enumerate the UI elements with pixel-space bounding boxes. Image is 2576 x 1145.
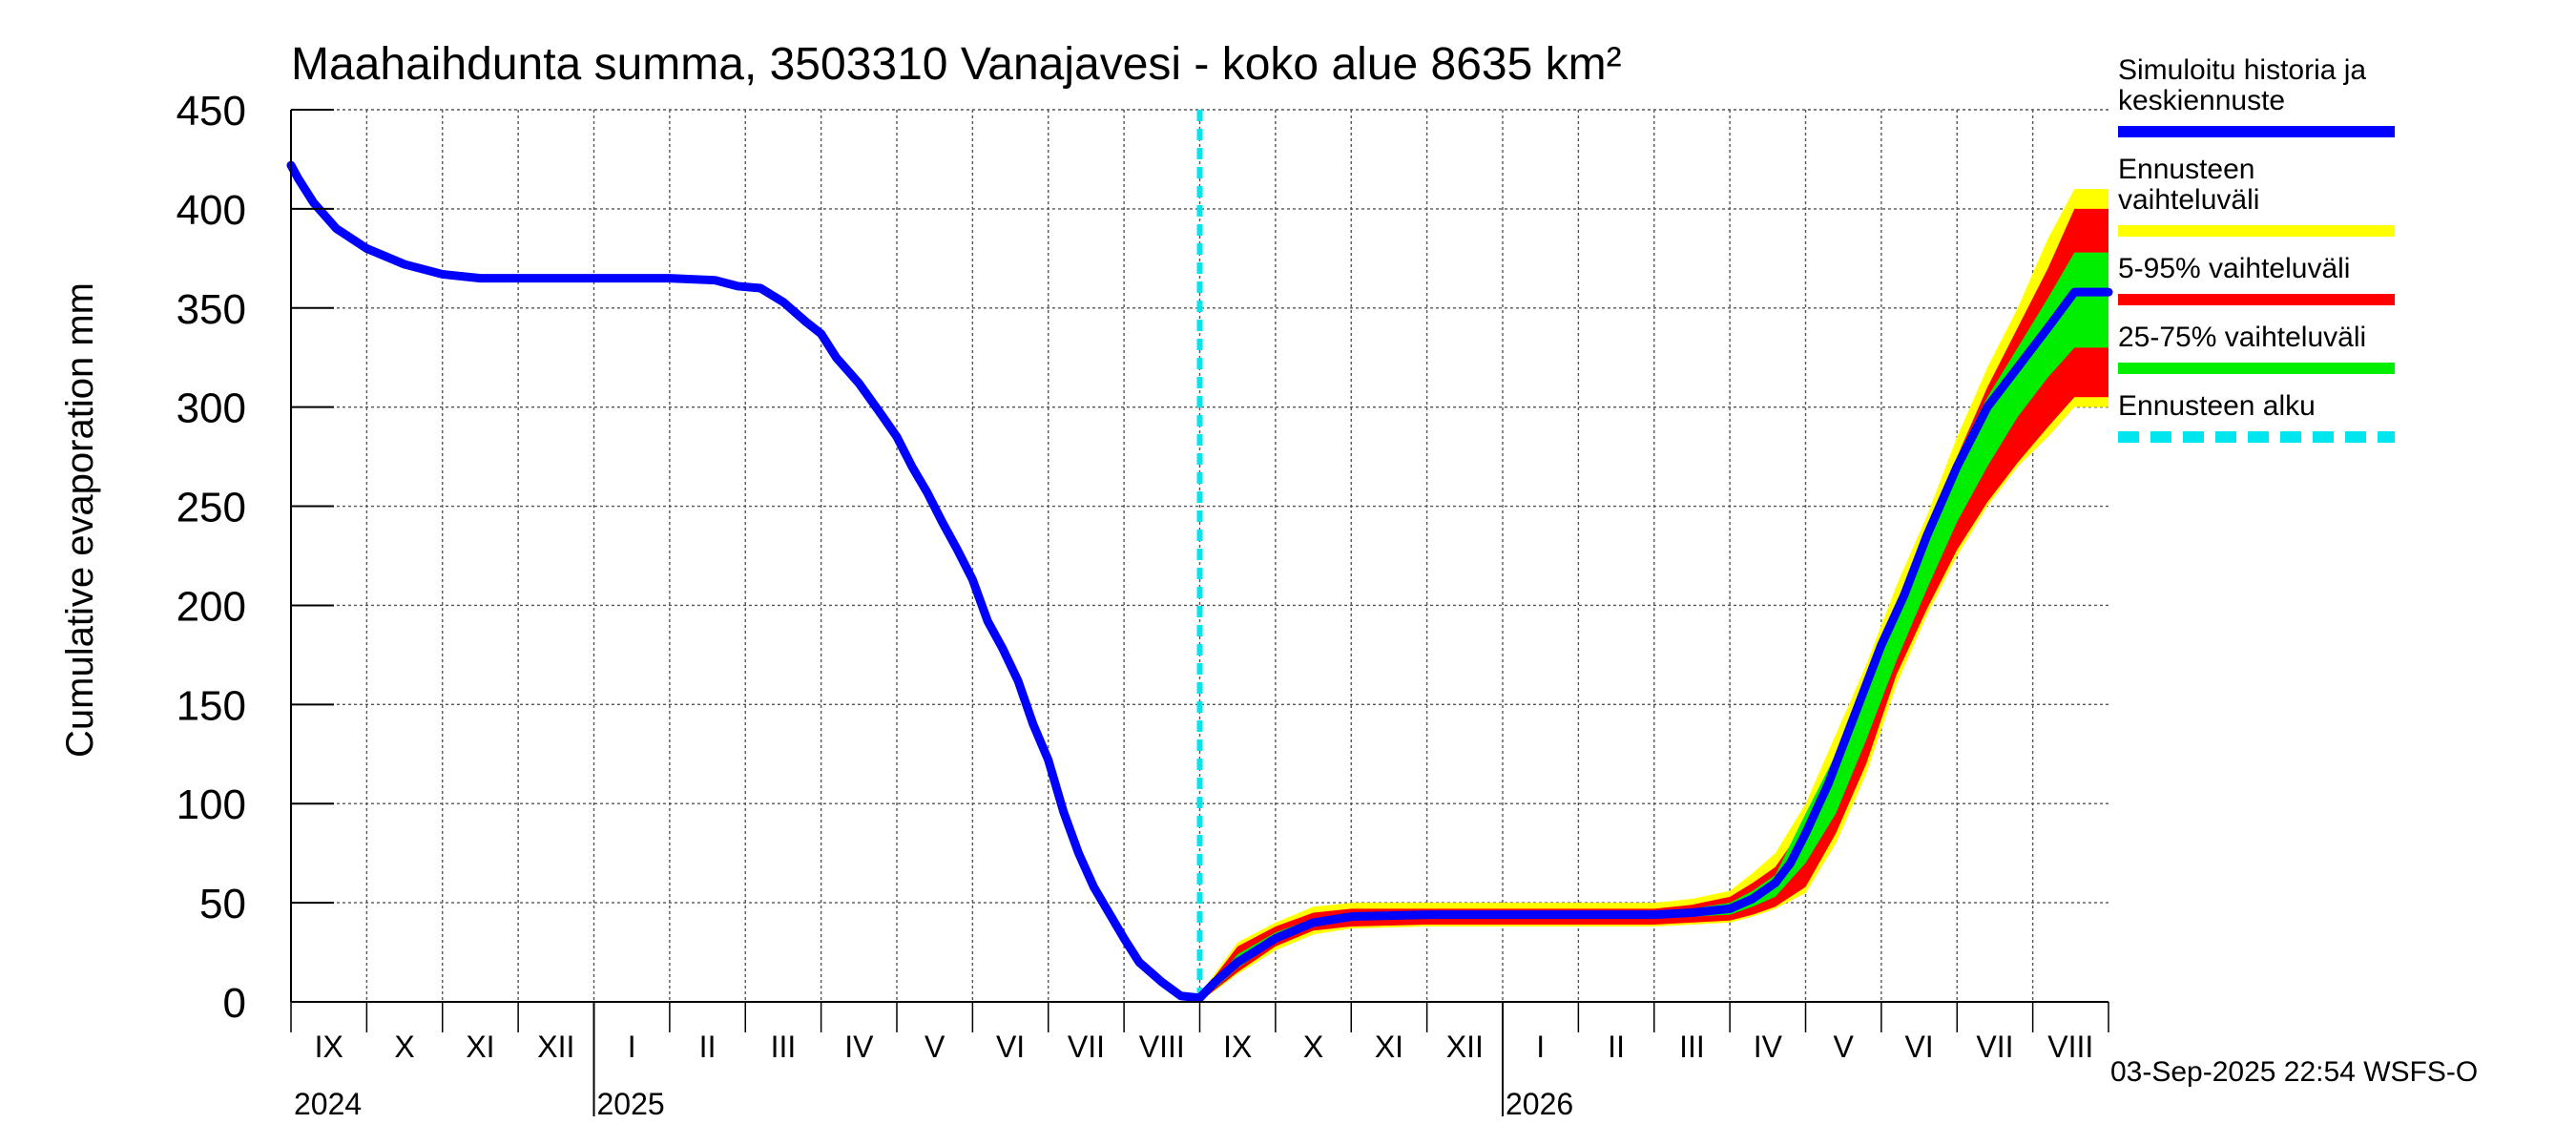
x-month-label: III	[771, 1030, 797, 1064]
legend-item-forecast-range: Ennusteen vaihteluväli	[2118, 155, 2404, 237]
x-month-label: VIII	[2047, 1030, 2093, 1064]
x-month-label: IX	[315, 1030, 343, 1064]
x-month-label: IV	[1754, 1030, 1783, 1064]
timestamp-stamp: 03-Sep-2025 22:54 WSFS-O	[2110, 1056, 2479, 1088]
x-month-label: V	[924, 1030, 945, 1064]
legend-label-forecast-range: Ennusteen vaihteluväli	[2118, 154, 2260, 216]
legend-item-forecast-start: Ennusteen alku	[2118, 391, 2404, 443]
chart-title: Maahaihdunta summa, 3503310 Vanajavesi -…	[291, 39, 1622, 90]
x-month-label: VII	[1976, 1030, 2013, 1064]
y-tick-label: 300	[177, 385, 246, 432]
x-year-label: 2025	[597, 1087, 665, 1121]
series-line-simulated	[286, 160, 2113, 1003]
x-month-label: IX	[1223, 1030, 1252, 1064]
legend-item-5-95: 5-95% vaihteluväli	[2118, 254, 2404, 305]
y-tick-label: 0	[223, 980, 246, 1027]
legend-label-5-95: 5-95% vaihteluväli	[2118, 253, 2351, 284]
x-month-label: II	[699, 1030, 717, 1064]
x-month-label: VI	[1904, 1030, 1933, 1064]
legend-item-simulated: Simuloitu historia ja keskiennuste	[2118, 55, 2404, 137]
x-month-label: VII	[1068, 1030, 1105, 1064]
x-month-label: VI	[996, 1030, 1025, 1064]
x-month-label: XII	[1446, 1030, 1484, 1064]
x-month-label: XI	[466, 1030, 494, 1064]
x-month-label: IV	[844, 1030, 874, 1064]
legend-label-forecast-start: Ennusteen alku	[2118, 390, 2316, 422]
legend-swatch-yellow	[2118, 225, 2395, 237]
legend-item-25-75: 25-75% vaihteluväli	[2118, 323, 2404, 374]
legend-swatch-cyan-dashed	[2118, 431, 2395, 443]
band-ff0000	[1199, 208, 2109, 1002]
y-tick-label: 150	[177, 682, 246, 729]
y-tick-label: 50	[199, 881, 246, 927]
legend-swatch-green	[2118, 363, 2395, 374]
legend-swatch-red	[2118, 294, 2395, 305]
y-tick-label: 200	[177, 583, 246, 630]
y-tick-label: 350	[177, 286, 246, 333]
x-month-label: I	[1536, 1030, 1545, 1064]
legend-swatch-blue-line	[2118, 126, 2395, 137]
x-month-label: X	[394, 1030, 414, 1064]
y-axis-label: Cumulative evaporation mm	[59, 282, 101, 758]
x-month-label: VIII	[1139, 1030, 1185, 1064]
x-month-label: II	[1608, 1030, 1625, 1064]
legend-label-25-75: 25-75% vaihteluväli	[2118, 322, 2367, 353]
x-month-label: I	[628, 1030, 636, 1064]
legend-label-simulated: Simuloitu historia ja keskiennuste	[2118, 54, 2367, 116]
x-year-label: 2024	[294, 1087, 362, 1121]
x-month-label: III	[1679, 1030, 1705, 1064]
x-month-label: X	[1303, 1030, 1323, 1064]
y-tick-label: 450	[177, 88, 246, 135]
x-month-label: XII	[537, 1030, 574, 1064]
legend: Simuloitu historia ja keskiennuste Ennus…	[2118, 55, 2404, 460]
y-tick-label: 250	[177, 485, 246, 531]
x-month-label: V	[1834, 1030, 1855, 1064]
band-00ee00	[1199, 252, 2109, 1003]
x-year-label: 2026	[1506, 1087, 1573, 1121]
y-tick-label: 100	[177, 781, 246, 828]
x-month-label: XI	[1375, 1030, 1403, 1064]
y-tick-label: 400	[177, 187, 246, 234]
